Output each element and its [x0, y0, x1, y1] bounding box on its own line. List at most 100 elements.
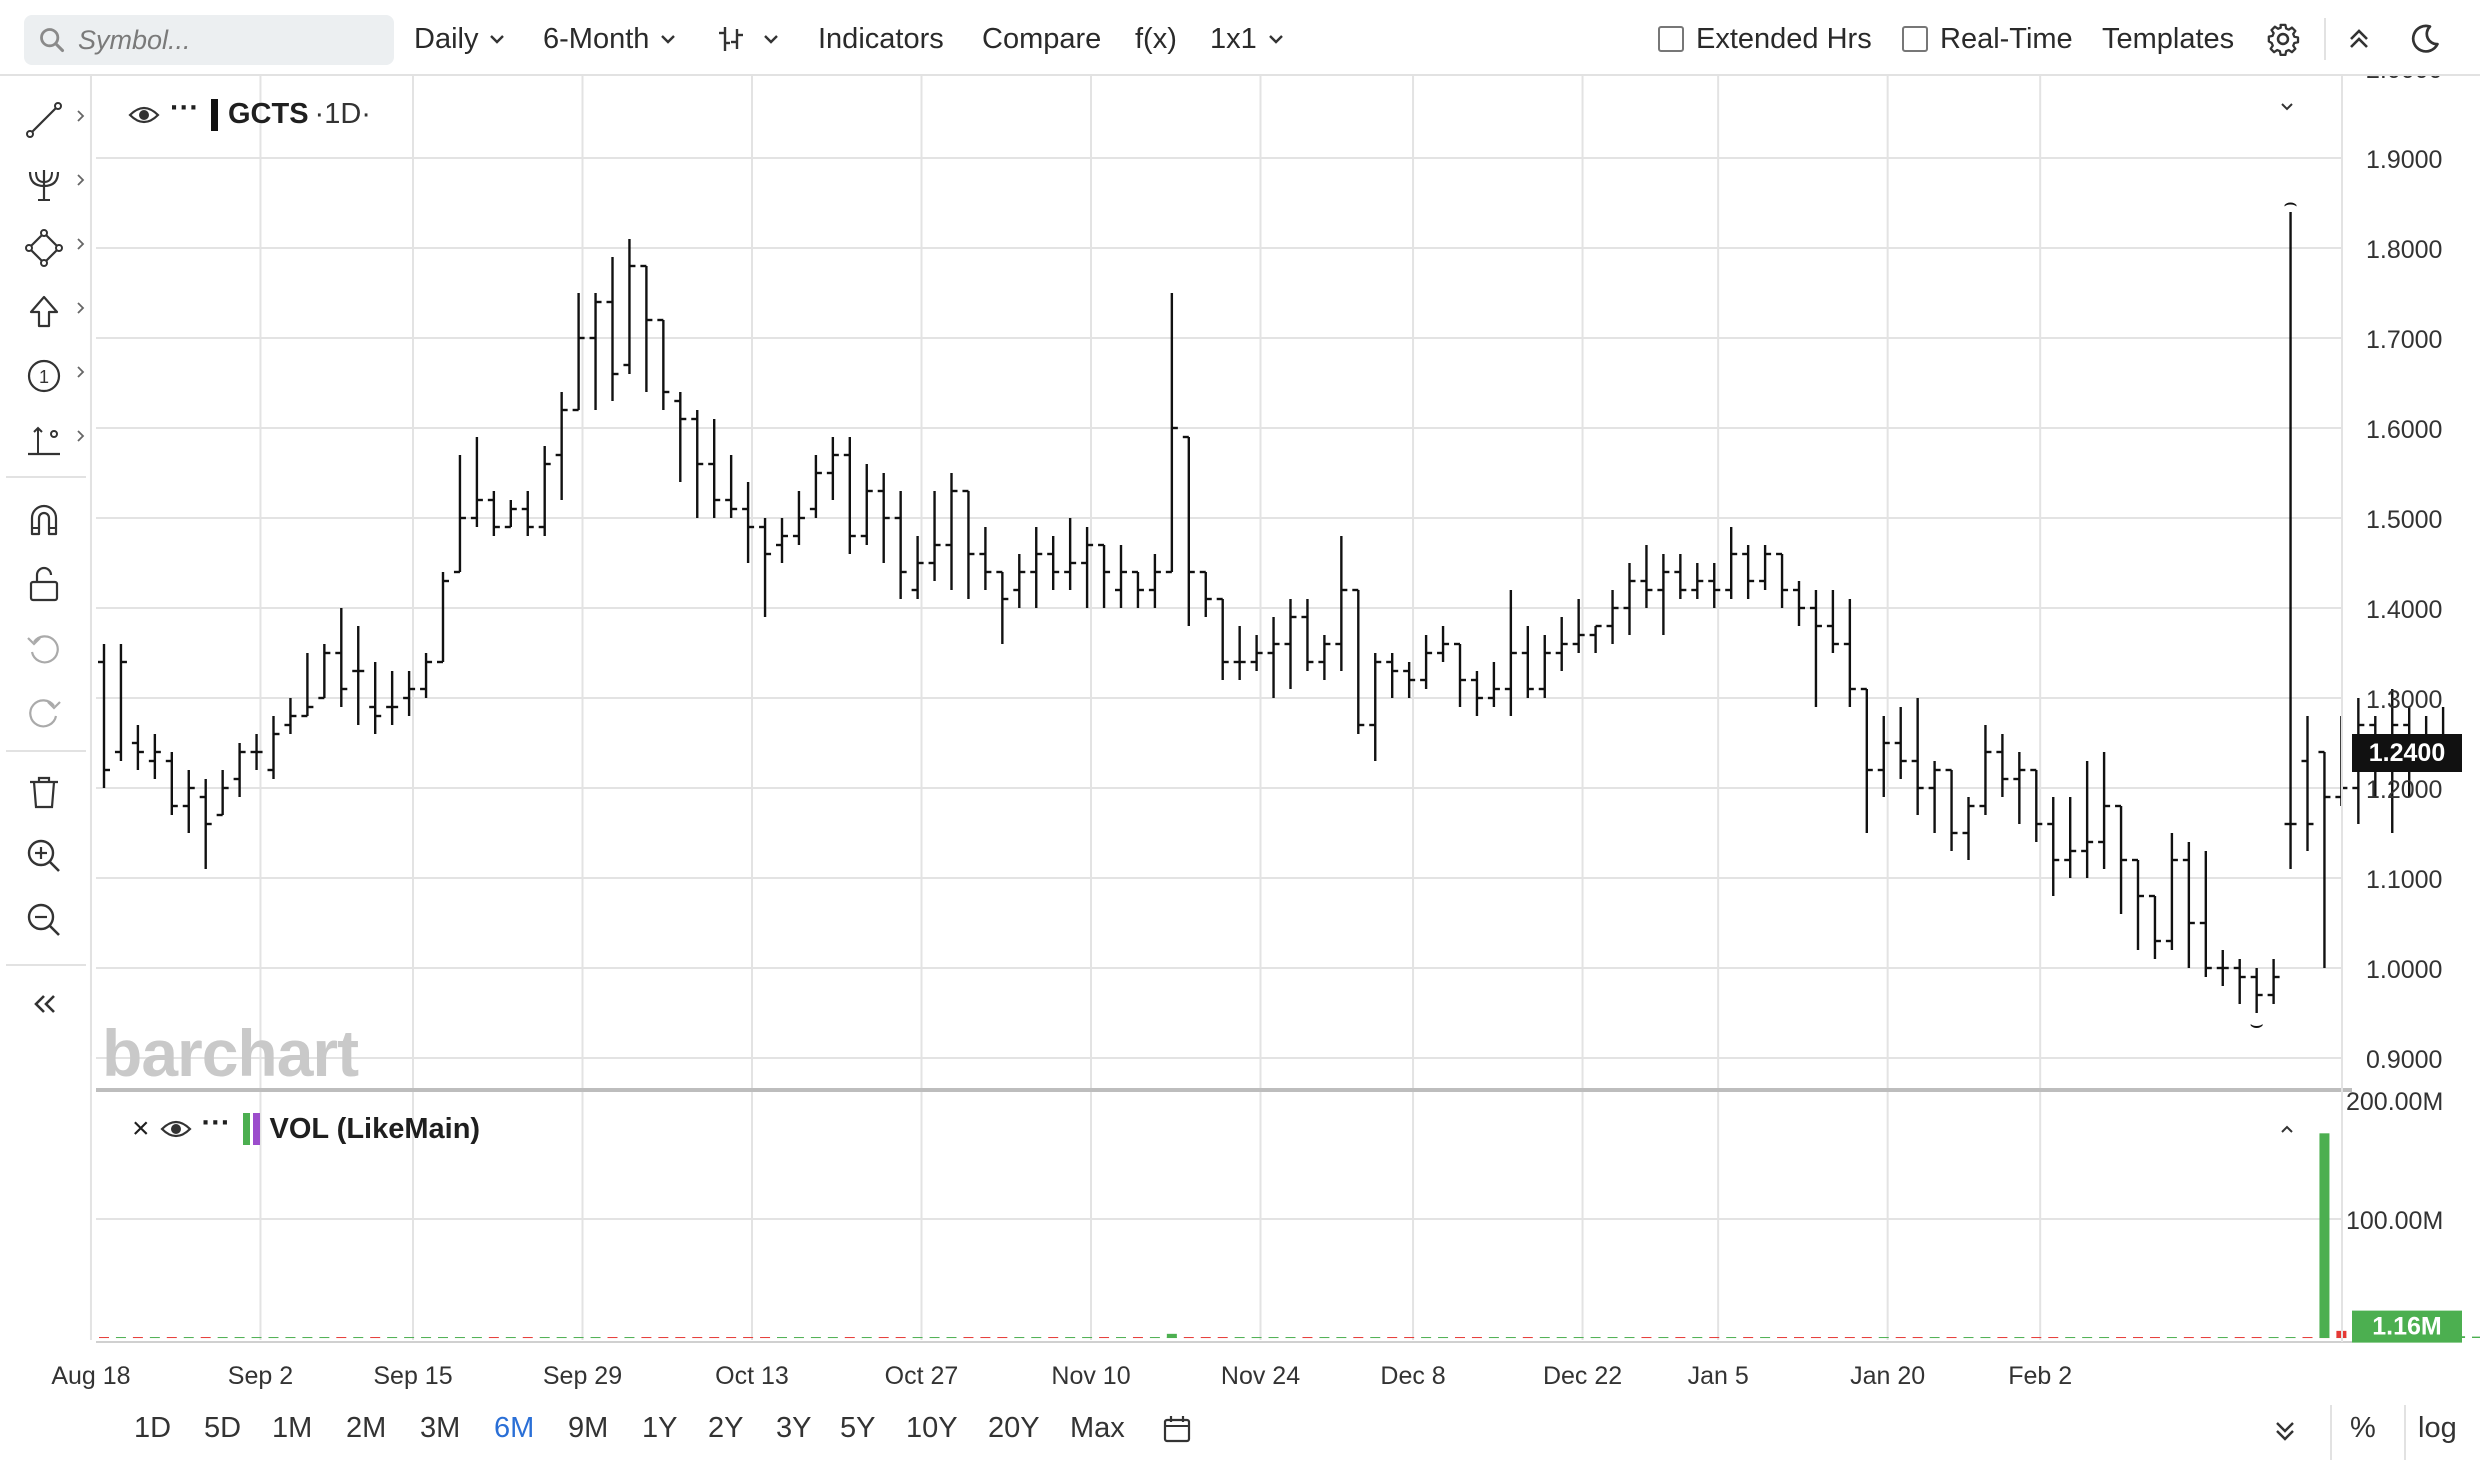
price-tick-label: 1.2000	[2366, 776, 2442, 804]
shapes-tool[interactable]	[24, 224, 85, 272]
ohlc-bar	[894, 491, 907, 599]
arrow-tool[interactable]	[24, 288, 85, 336]
zoom-out-button[interactable]	[24, 896, 80, 944]
ohlc-bar	[521, 491, 534, 536]
period-dropdown[interactable]: 6-Month	[543, 18, 677, 60]
range-bar-toggle[interactable]	[2272, 1418, 2298, 1449]
extended-hours-checkbox[interactable]	[1658, 26, 1684, 52]
delete-drawings-button[interactable]	[24, 768, 80, 816]
function-button[interactable]: f(x)	[1135, 18, 1177, 60]
log-scale-button[interactable]: log	[2418, 1412, 2457, 1444]
ohlc-bar	[1742, 545, 1755, 599]
volume-bar	[251, 1337, 262, 1339]
ohlc-bar	[1013, 554, 1026, 608]
volume-bar	[1810, 1337, 1821, 1339]
calendar-icon[interactable]	[1162, 1414, 1192, 1452]
numbered-marker-icon: 1	[27, 359, 61, 393]
zoom-in-button[interactable]	[24, 832, 80, 880]
range-button-20y[interactable]: 20Y	[988, 1412, 1040, 1444]
magnet-tool[interactable]	[24, 496, 80, 544]
collapse-sidebar-button[interactable]	[24, 980, 80, 1028]
ohlc-bar	[2182, 842, 2195, 968]
range-button-5d[interactable]: 5D	[204, 1412, 242, 1444]
price-chart[interactable]: 2.00001.90001.80001.70001.60001.50001.40…	[0, 0, 2480, 1400]
interval-dropdown[interactable]: Daily	[414, 18, 506, 60]
volume-bar	[1929, 1337, 1940, 1339]
range-button-max[interactable]: Max	[1070, 1412, 1125, 1444]
range-button-6m[interactable]: 6M	[494, 1412, 535, 1444]
percent-scale-button[interactable]: %	[2350, 1412, 2376, 1444]
ohlc-bar	[1555, 617, 1568, 671]
chevron-right-icon	[77, 174, 85, 186]
collapse-toolbar-button[interactable]	[2344, 18, 2374, 60]
extended-hours-toggle[interactable]: Extended Hrs	[1658, 18, 1872, 60]
range-button-9m[interactable]: 9M	[568, 1412, 609, 1444]
pitchfork-tool[interactable]	[24, 160, 85, 208]
volume-bar	[183, 1337, 194, 1339]
ohlc-bar	[1250, 635, 1263, 671]
close-icon[interactable]: ×	[132, 1112, 150, 1145]
indicators-button[interactable]: Indicators	[818, 18, 944, 60]
more-options-icon[interactable]: ···	[201, 1106, 231, 1139]
ohlc-bar	[1454, 642, 1466, 707]
undo-button[interactable]	[24, 624, 80, 672]
ohlc-bar	[437, 572, 449, 664]
volume-bar	[2149, 1337, 2160, 1339]
ohlc-bar	[1199, 570, 1212, 617]
chart-type-dropdown[interactable]	[716, 18, 780, 60]
main-pane-collapse[interactable]	[2278, 100, 2296, 119]
ohlc-bar	[1030, 527, 1043, 608]
ohlc-bar	[369, 662, 382, 734]
volume-bar	[2217, 1337, 2228, 1339]
range-button-2y[interactable]: 2Y	[708, 1412, 744, 1444]
redo-button[interactable]	[24, 688, 80, 736]
price-tick-label: 1.8000	[2366, 236, 2442, 264]
more-options-icon[interactable]: ···	[170, 92, 199, 124]
volume-bar	[1149, 1337, 1160, 1339]
chevron-right-icon	[77, 110, 85, 122]
compare-button[interactable]: Compare	[982, 18, 1101, 60]
dark-mode-button[interactable]	[2408, 18, 2442, 60]
measure-tool[interactable]	[24, 416, 85, 464]
eye-icon[interactable]	[159, 1118, 192, 1140]
layout-dropdown[interactable]: 1x1	[1210, 18, 1285, 60]
lock-tool[interactable]	[24, 560, 80, 608]
ohlc-bar	[1911, 698, 1924, 815]
volume-tick-label: 200.00M	[2346, 1088, 2443, 1116]
price-tick-label: 1.3000	[2366, 686, 2442, 714]
volume-pane-collapse[interactable]	[2278, 1122, 2296, 1141]
range-button-10y[interactable]: 10Y	[906, 1412, 958, 1444]
symbol-input[interactable]	[78, 24, 378, 56]
range-button-3m[interactable]: 3M	[420, 1412, 461, 1444]
ohlc-bar	[1725, 527, 1738, 599]
trend-line-tool[interactable]	[24, 96, 85, 144]
eye-icon[interactable]	[128, 104, 160, 126]
ohlc-bar	[2064, 797, 2077, 878]
range-button-1m[interactable]: 1M	[272, 1412, 313, 1444]
volume-bar	[590, 1337, 601, 1339]
annotation-tool[interactable]: 1	[24, 352, 85, 400]
range-button-2m[interactable]: 2M	[346, 1412, 387, 1444]
double-chevron-left-icon	[34, 995, 55, 1013]
range-button-5y[interactable]: 5Y	[840, 1412, 876, 1444]
range-button-1y[interactable]: 1Y	[642, 1412, 678, 1444]
ohlc-bar	[1691, 563, 1704, 599]
templates-button[interactable]: Templates	[2102, 18, 2234, 60]
indicators-label: Indicators	[818, 22, 944, 55]
last-price-badge	[2352, 734, 2462, 772]
ohlc-bar	[911, 536, 924, 599]
real-time-toggle[interactable]: Real-Time	[1902, 18, 2073, 60]
real-time-checkbox[interactable]	[1902, 26, 1928, 52]
volume-bar	[793, 1337, 804, 1339]
volume-bar	[1895, 1337, 1906, 1339]
volume-color-swatch-up	[242, 1113, 250, 1145]
settings-button[interactable]	[2266, 18, 2300, 60]
range-button-1d[interactable]: 1D	[134, 1412, 172, 1444]
range-button-3y[interactable]: 3Y	[776, 1412, 812, 1444]
ohlc-bar	[1979, 725, 1992, 815]
volume-bar	[963, 1337, 974, 1339]
volume-bars	[99, 1133, 2480, 1339]
symbol-search[interactable]	[24, 15, 394, 65]
ohlc-bar	[352, 626, 365, 725]
ohlc-bar	[1182, 435, 1195, 626]
